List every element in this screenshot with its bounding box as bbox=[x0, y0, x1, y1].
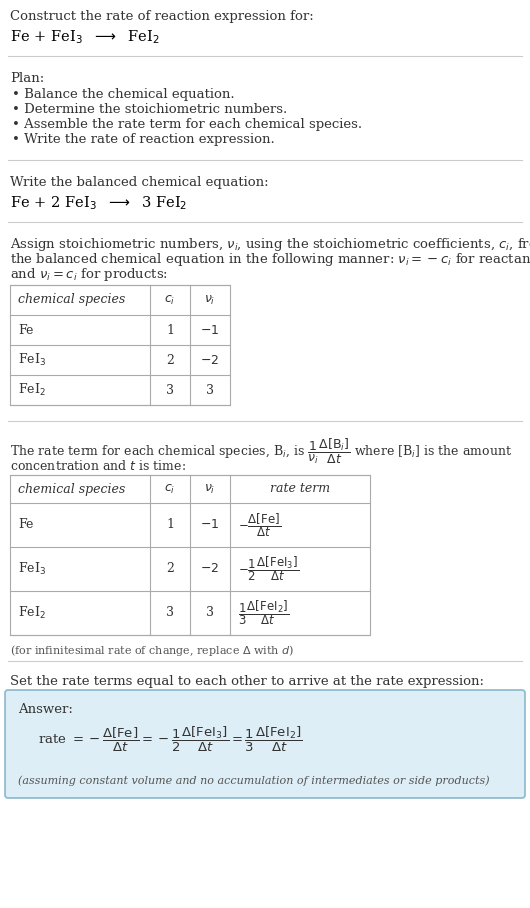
Text: (for infinitesimal rate of change, replace $\Delta$ with $d$): (for infinitesimal rate of change, repla… bbox=[10, 643, 294, 658]
Text: Plan:: Plan: bbox=[10, 72, 44, 85]
Text: Write the balanced chemical equation:: Write the balanced chemical equation: bbox=[10, 176, 269, 189]
FancyBboxPatch shape bbox=[5, 690, 525, 798]
Text: Fe + FeI$_3$  $\longrightarrow$  FeI$_2$: Fe + FeI$_3$ $\longrightarrow$ FeI$_2$ bbox=[10, 28, 160, 45]
Text: (assuming constant volume and no accumulation of intermediates or side products): (assuming constant volume and no accumul… bbox=[18, 775, 490, 785]
Text: $\nu_i$: $\nu_i$ bbox=[204, 482, 216, 496]
Text: FeI$_2$: FeI$_2$ bbox=[18, 382, 46, 398]
Text: FeI$_3$: FeI$_3$ bbox=[18, 561, 46, 577]
Text: $\dfrac{1}{3}\dfrac{\Delta[\mathrm{FeI}_2]}{\Delta t}$: $\dfrac{1}{3}\dfrac{\Delta[\mathrm{FeI}_… bbox=[238, 598, 289, 627]
Bar bbox=[10, 475, 370, 635]
Text: chemical species: chemical species bbox=[18, 293, 125, 307]
Text: 1: 1 bbox=[166, 323, 174, 337]
Text: • Assemble the rate term for each chemical species.: • Assemble the rate term for each chemic… bbox=[12, 118, 362, 131]
Text: rate $= -\dfrac{\Delta[\mathrm{Fe}]}{\Delta t} = -\dfrac{1}{2}\dfrac{\Delta[\mat: rate $= -\dfrac{\Delta[\mathrm{Fe}]}{\De… bbox=[38, 725, 303, 755]
Text: 3: 3 bbox=[166, 607, 174, 619]
Text: concentration and $t$ is time:: concentration and $t$ is time: bbox=[10, 459, 186, 473]
Bar bbox=[10, 285, 230, 405]
Text: 2: 2 bbox=[166, 562, 174, 576]
Text: rate term: rate term bbox=[270, 482, 330, 496]
Text: 2: 2 bbox=[166, 353, 174, 367]
Text: • Balance the chemical equation.: • Balance the chemical equation. bbox=[12, 88, 235, 101]
Text: 3: 3 bbox=[206, 607, 214, 619]
Text: FeI$_2$: FeI$_2$ bbox=[18, 605, 46, 621]
Text: chemical species: chemical species bbox=[18, 482, 125, 496]
Text: Fe + 2 FeI$_3$  $\longrightarrow$  3 FeI$_2$: Fe + 2 FeI$_3$ $\longrightarrow$ 3 FeI$_… bbox=[10, 194, 187, 212]
Text: the balanced chemical equation in the following manner: $\nu_i = -c_i$ for react: the balanced chemical equation in the fo… bbox=[10, 251, 530, 268]
Text: • Determine the stoichiometric numbers.: • Determine the stoichiometric numbers. bbox=[12, 103, 287, 116]
Text: 1: 1 bbox=[166, 518, 174, 531]
Text: 3: 3 bbox=[166, 383, 174, 397]
Text: $-1$: $-1$ bbox=[200, 518, 219, 531]
Text: $-2$: $-2$ bbox=[200, 353, 219, 367]
Text: Construct the rate of reaction expression for:: Construct the rate of reaction expressio… bbox=[10, 10, 314, 23]
Text: Assign stoichiometric numbers, $\nu_i$, using the stoichiometric coefficients, $: Assign stoichiometric numbers, $\nu_i$, … bbox=[10, 236, 530, 253]
Text: Set the rate terms equal to each other to arrive at the rate expression:: Set the rate terms equal to each other t… bbox=[10, 675, 484, 688]
Text: $c_i$: $c_i$ bbox=[164, 482, 175, 496]
Text: $c_i$: $c_i$ bbox=[164, 293, 175, 307]
Text: $\nu_i$: $\nu_i$ bbox=[204, 293, 216, 307]
Text: $-\dfrac{\Delta[\mathrm{Fe}]}{\Delta t}$: $-\dfrac{\Delta[\mathrm{Fe}]}{\Delta t}$ bbox=[238, 511, 281, 538]
Text: Fe: Fe bbox=[18, 323, 33, 337]
Text: • Write the rate of reaction expression.: • Write the rate of reaction expression. bbox=[12, 133, 275, 146]
Text: $-2$: $-2$ bbox=[200, 562, 219, 576]
Text: $-\dfrac{1}{2}\dfrac{\Delta[\mathrm{FeI}_3]}{\Delta t}$: $-\dfrac{1}{2}\dfrac{\Delta[\mathrm{FeI}… bbox=[238, 555, 299, 584]
Text: The rate term for each chemical species, B$_i$, is $\dfrac{1}{\nu_i}\dfrac{\Delt: The rate term for each chemical species,… bbox=[10, 437, 512, 466]
Text: Answer:: Answer: bbox=[18, 703, 73, 716]
Text: Fe: Fe bbox=[18, 518, 33, 531]
Text: and $\nu_i = c_i$ for products:: and $\nu_i = c_i$ for products: bbox=[10, 266, 168, 283]
Text: FeI$_3$: FeI$_3$ bbox=[18, 352, 46, 368]
Text: 3: 3 bbox=[206, 383, 214, 397]
Text: $-1$: $-1$ bbox=[200, 323, 219, 337]
